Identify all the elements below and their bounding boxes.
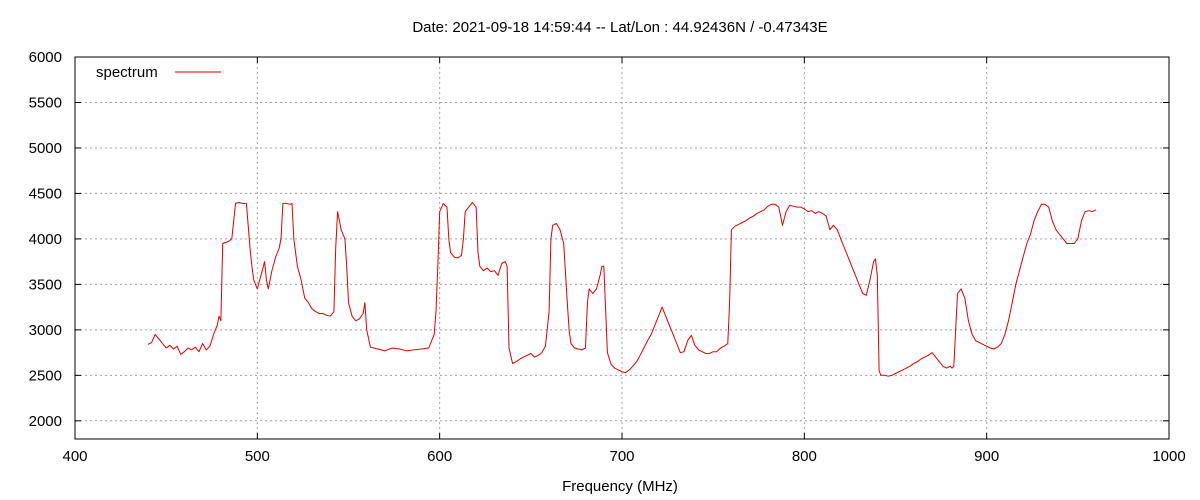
grid [74,56,1170,439]
plot-frame [74,56,1170,440]
y-tick-label: 4000 [29,231,62,248]
x-tick-label: 800 [792,448,817,465]
y-tick-label: 5500 [29,94,62,111]
y-axis: 2000 2500 3000 3500 4000 4500 5000 5500 6000 [29,49,1169,430]
series-line-spectrum [147,202,1097,377]
x-tick-label: 700 [609,448,634,465]
y-tick-label: 6000 [29,49,62,66]
x-axis-label: Frequency (MHz) [562,478,678,495]
x-axis: 400 500 600 700 800 900 1000 [62,57,1186,465]
x-tick-label: 1000 [1152,448,1185,465]
series-layer [147,202,1097,377]
y-tick-label: 2500 [29,367,62,384]
x-tick-label: 500 [245,448,270,465]
y-tick-label: 4500 [29,185,62,202]
y-tick-label: 2000 [29,413,62,430]
x-tick-label: 400 [62,448,87,465]
x-tick-label: 900 [974,448,999,465]
x-tick-label: 600 [427,448,452,465]
legend-label: spectrum [96,64,158,81]
y-tick-label: 5000 [29,140,62,157]
y-tick-label: 3000 [29,322,62,339]
y-tick-label: 3500 [29,276,62,293]
legend: spectrum [96,64,221,81]
chart-title: Date: 2021-09-18 14:59:44 -- Lat/Lon : 4… [412,19,827,36]
